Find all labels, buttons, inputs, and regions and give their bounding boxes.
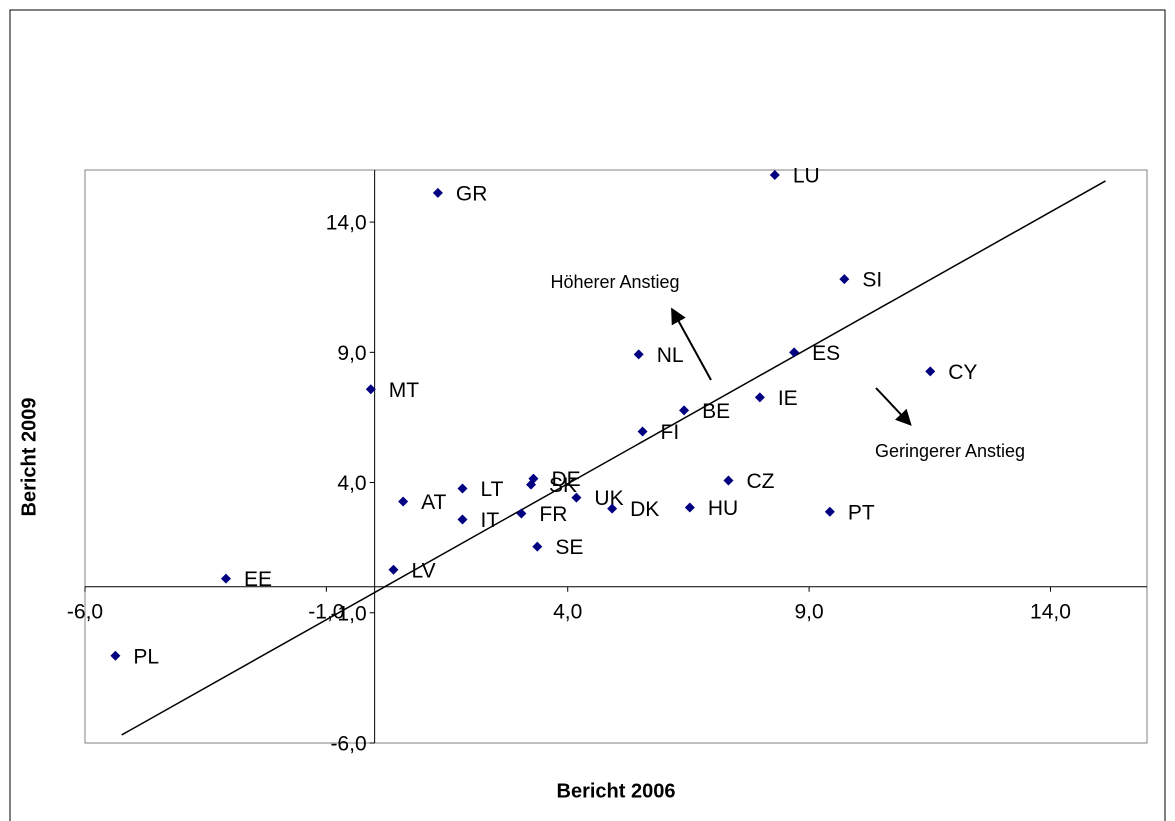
- point: [633, 349, 644, 360]
- x-tick-label: 4,0: [553, 600, 582, 623]
- arrow: [875, 387, 912, 426]
- point: [398, 496, 409, 507]
- point: [457, 514, 468, 525]
- point-label: LT: [480, 478, 503, 501]
- point-label: DK: [630, 498, 659, 521]
- point-label: FR: [539, 503, 567, 526]
- point-label: DE: [551, 468, 580, 491]
- point-label: GR: [456, 182, 488, 205]
- x-tick-label: -1,0: [308, 600, 344, 623]
- point-label: IT: [480, 509, 499, 532]
- x-tick-label: 9,0: [794, 600, 823, 623]
- point: [432, 187, 443, 198]
- point: [637, 426, 648, 437]
- point-label: SK: [549, 474, 577, 497]
- point: [571, 492, 582, 503]
- point-label: LU: [793, 164, 820, 187]
- point: [607, 503, 618, 514]
- y-tick-label: 14,0: [326, 212, 367, 235]
- point: [220, 573, 231, 584]
- point-label: NL: [657, 344, 684, 367]
- point-label: HU: [708, 497, 738, 520]
- point-label: PT: [848, 501, 875, 524]
- trendline: [121, 180, 1106, 736]
- point: [754, 392, 765, 403]
- point: [532, 541, 543, 552]
- x-tick-label: -6,0: [67, 600, 103, 623]
- point-label: LV: [411, 559, 435, 582]
- y-tick-label: 9,0: [337, 342, 366, 365]
- point: [684, 502, 695, 513]
- point: [789, 347, 800, 358]
- point: [457, 483, 468, 494]
- annotation: Geringerer Anstieg: [875, 441, 1025, 461]
- point-label: IE: [778, 387, 798, 410]
- point-label: PL: [133, 645, 159, 668]
- y-tick-label: 4,0: [337, 472, 366, 495]
- chart-border: [9, 9, 1166, 821]
- point: [365, 384, 376, 395]
- point-label: UK: [594, 487, 623, 510]
- point: [388, 564, 399, 575]
- point-label: FI: [661, 421, 680, 444]
- point-label: CY: [948, 361, 977, 384]
- point-label: ES: [812, 342, 840, 365]
- point-label: EE: [244, 568, 272, 591]
- point-label: SE: [555, 536, 583, 559]
- annotation: Höherer Anstieg: [550, 272, 679, 292]
- y-tick-label: -6,0: [330, 733, 366, 756]
- y-axis-title: Bericht 2009: [18, 398, 40, 517]
- plot-area: [84, 169, 1148, 744]
- point: [925, 366, 936, 377]
- arrow: [671, 307, 712, 381]
- point-label: CZ: [746, 470, 774, 493]
- point: [516, 508, 527, 519]
- point: [526, 479, 537, 490]
- point-label: AT: [421, 491, 446, 514]
- point: [110, 650, 121, 661]
- point: [769, 169, 780, 180]
- point-label: MT: [389, 379, 419, 402]
- point-label: BE: [702, 400, 730, 423]
- x-axis-title: Bericht 2006: [557, 780, 676, 802]
- point: [723, 475, 734, 486]
- point: [839, 274, 850, 285]
- point: [824, 506, 835, 517]
- x-tick-label: 14,0: [1030, 600, 1071, 623]
- point: [679, 405, 690, 416]
- point-label: SI: [862, 269, 882, 292]
- y-tick-label: -1,0: [330, 602, 366, 625]
